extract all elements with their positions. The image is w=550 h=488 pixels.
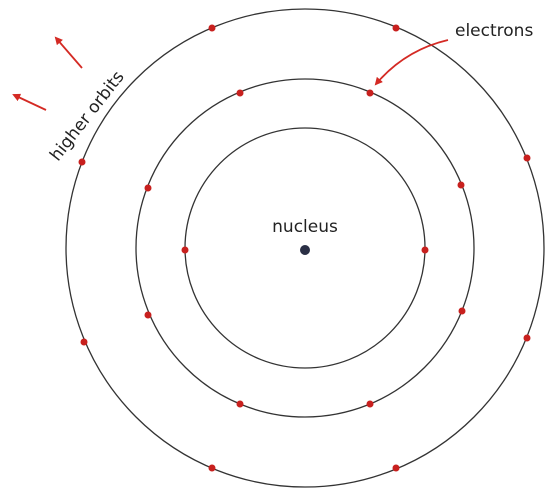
electrons-arrow xyxy=(374,39,449,86)
higher-orbit-arrow xyxy=(54,36,83,69)
higher-orbit-arrow xyxy=(12,93,47,111)
middle-orbit xyxy=(135,78,475,418)
nucleus-dot xyxy=(300,245,310,255)
electrons-label: electrons xyxy=(455,21,533,41)
outer-orbit xyxy=(65,8,545,488)
nucleus-label: nucleus xyxy=(272,217,338,237)
electrons xyxy=(78,24,531,472)
